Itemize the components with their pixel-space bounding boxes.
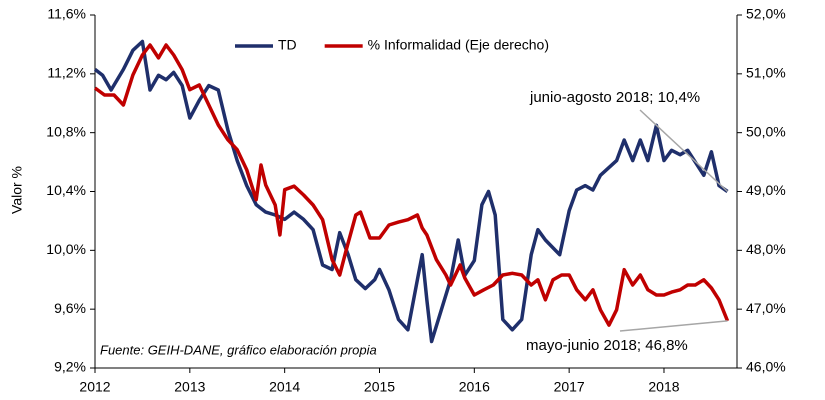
- annotation-leader: [619, 320, 728, 332]
- x-tick-label: 2013: [174, 379, 205, 395]
- y-tick-label: 9,2%: [54, 359, 86, 375]
- y2-tick-label: 50,0%: [746, 123, 786, 139]
- y2-tick-label: 47,0%: [746, 300, 786, 316]
- y-tick-label: 9,6%: [54, 300, 86, 316]
- x-tick-label: 2017: [554, 379, 585, 395]
- annotation-leader: [639, 109, 729, 193]
- source-note: Fuente: GEIH-DANE, gráfico elaboración p…: [100, 342, 377, 357]
- y-tick-label: 11,2%: [47, 65, 86, 81]
- x-tick-label: 2014: [269, 379, 300, 395]
- x-tick-label: 2012: [79, 379, 110, 395]
- x-tick-label: 2016: [459, 379, 490, 395]
- y-axis-label: Valor %: [9, 166, 25, 214]
- annotation: junio-agosto 2018; 10,4%: [529, 89, 700, 106]
- data-line: [93, 43, 730, 327]
- y2-tick-label: 49,0%: [746, 182, 786, 198]
- y-tick-label: 11,6%: [47, 6, 86, 22]
- y2-tick-label: 51,0%: [746, 65, 786, 81]
- x-tick-label: 2015: [364, 379, 395, 395]
- y-tick-label: 10,0%: [46, 241, 86, 257]
- y-tick-label: 10,8%: [46, 123, 86, 139]
- y-tick-label: 10,4%: [46, 182, 86, 198]
- y2-tick-label: 46,0%: [746, 359, 786, 375]
- y2-tick-label: 52,0%: [746, 6, 786, 22]
- annotation: mayo-junio 2018; 46,8%: [526, 337, 688, 354]
- x-tick-label: 2018: [648, 379, 679, 395]
- legend-label: % Informalidad (Eje derecho): [368, 37, 549, 53]
- legend-label: TD: [278, 37, 297, 53]
- y2-tick-label: 48,0%: [746, 241, 786, 257]
